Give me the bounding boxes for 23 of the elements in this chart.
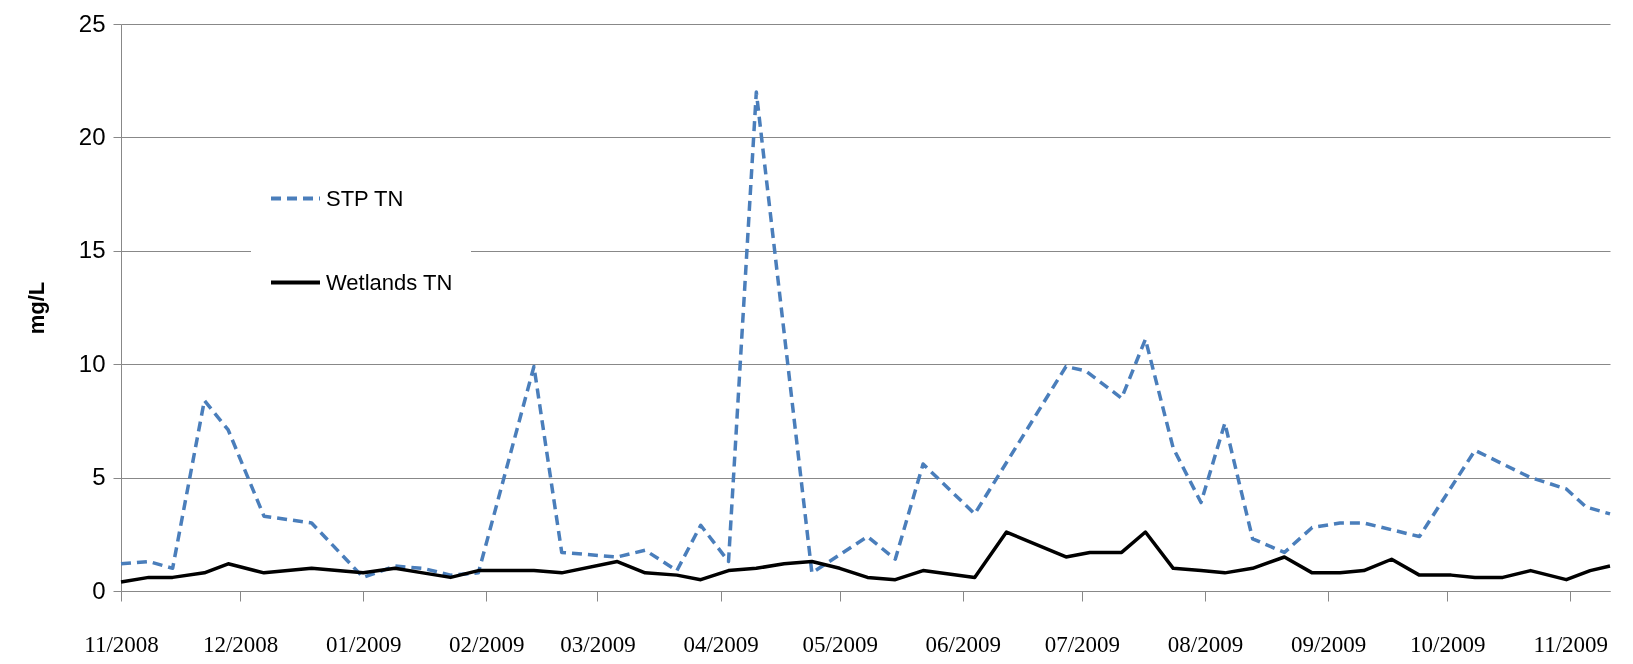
- x-tick-label: 03/2009: [560, 631, 636, 657]
- y-tick-label: 25: [78, 9, 106, 37]
- x-tick-label: 07/2009: [1044, 631, 1121, 657]
- x-tick-label: 09/2009: [1290, 631, 1367, 657]
- x-tick-label: 06/2009: [925, 631, 1001, 657]
- x-tick-label: 11/2008: [84, 631, 159, 657]
- x-tick-label: 01/2009: [326, 631, 402, 657]
- x-tick-label: 05/2009: [802, 631, 878, 657]
- y-tick-label: 15: [78, 236, 106, 264]
- x-tick-label: 04/2009: [683, 631, 759, 657]
- x-tick-label: 12/2008: [202, 631, 279, 657]
- x-tick-label: 10/2009: [1410, 631, 1486, 657]
- y-tick-label: 5: [92, 463, 106, 491]
- y-tick-label: 10: [78, 349, 106, 377]
- line-series: [119, 530, 1612, 584]
- y-tick-label: 20: [78, 122, 106, 150]
- x-tick-label: 08/2009: [1167, 631, 1244, 657]
- x-tick-label: 11/2009: [1533, 631, 1609, 657]
- legend-label: STP TN: [326, 185, 404, 211]
- x-tick-label: 02/2009: [449, 631, 525, 657]
- legend-label: Wetlands TN: [326, 269, 453, 295]
- y-axis-title: mg/L: [23, 281, 49, 335]
- y-tick-label: 0: [92, 576, 106, 604]
